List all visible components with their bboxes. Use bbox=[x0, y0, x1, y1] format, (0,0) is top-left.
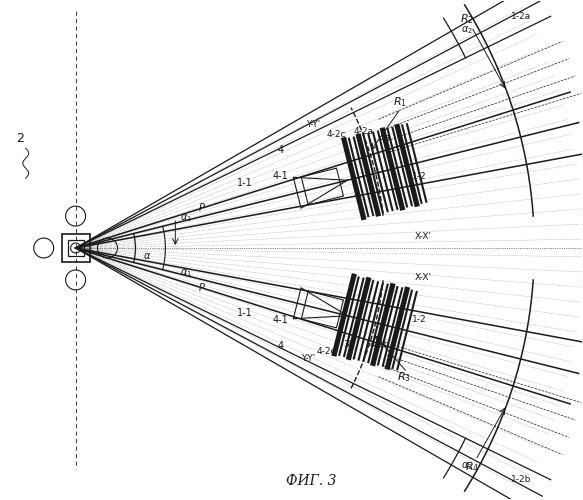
Text: X-X': X-X' bbox=[415, 232, 431, 240]
Text: 4: 4 bbox=[278, 342, 283, 351]
Text: 1-2: 1-2 bbox=[412, 315, 427, 324]
Text: 4-2c: 4-2c bbox=[326, 130, 346, 139]
Text: $R_3$: $R_3$ bbox=[398, 370, 412, 384]
Text: 4-1: 4-1 bbox=[272, 172, 288, 181]
Text: 1-2a: 1-2a bbox=[511, 12, 532, 21]
Text: Y-Y': Y-Y' bbox=[307, 120, 321, 129]
Text: P: P bbox=[199, 203, 205, 213]
Text: P: P bbox=[199, 283, 205, 293]
Text: 4: 4 bbox=[278, 144, 283, 154]
Text: $R_2$: $R_2$ bbox=[459, 12, 473, 26]
Bar bbox=[62, 234, 90, 262]
Text: 1-2b: 1-2b bbox=[511, 475, 532, 484]
Text: $\alpha_2$: $\alpha_2$ bbox=[461, 460, 473, 471]
Text: $\alpha$: $\alpha$ bbox=[143, 251, 152, 261]
Text: 4-1: 4-1 bbox=[272, 314, 288, 324]
Text: 1-1: 1-1 bbox=[237, 178, 253, 188]
Text: $R_4$: $R_4$ bbox=[465, 460, 479, 474]
Text: $\alpha_2$: $\alpha_2$ bbox=[461, 24, 473, 36]
Text: 4-2c: 4-2c bbox=[317, 347, 336, 356]
Text: 1-1: 1-1 bbox=[237, 308, 253, 318]
Text: 3b: 3b bbox=[343, 340, 355, 349]
Text: $\alpha_1$: $\alpha_1$ bbox=[180, 212, 192, 224]
Text: X-X': X-X' bbox=[415, 274, 431, 282]
Text: $R_1$: $R_1$ bbox=[394, 95, 408, 109]
Bar bbox=[68, 240, 83, 256]
Text: ФИГ. 3: ФИГ. 3 bbox=[286, 474, 336, 488]
Text: 4-2b: 4-2b bbox=[369, 340, 389, 349]
Text: Y-Y': Y-Y' bbox=[301, 354, 316, 363]
Text: $\alpha_1$: $\alpha_1$ bbox=[180, 267, 192, 279]
Text: 2: 2 bbox=[16, 132, 24, 145]
Text: 1-2: 1-2 bbox=[412, 172, 427, 181]
Text: 3a: 3a bbox=[380, 133, 391, 142]
Text: 4-2a: 4-2a bbox=[353, 127, 373, 136]
